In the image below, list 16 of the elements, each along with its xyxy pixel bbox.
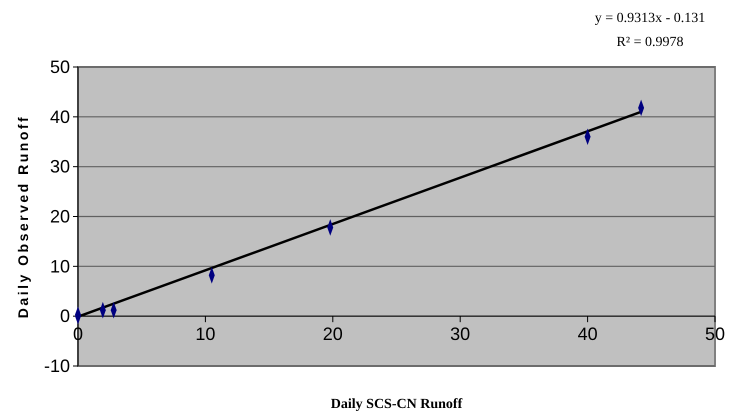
x-tick-label: 20 bbox=[322, 324, 343, 344]
x-tick-label: 50 bbox=[704, 324, 726, 344]
x-tick-label: 40 bbox=[578, 324, 598, 344]
text: y = 0.9313x - 0.131 bbox=[594, 11, 706, 26]
x-axis-title: Daily SCS-CN Runoff bbox=[330, 397, 463, 412]
y-axis-title: Daily Observed Runoff bbox=[15, 114, 31, 318]
y-tick-label: 40 bbox=[50, 106, 70, 127]
y-tick-label: -10 bbox=[44, 356, 70, 376]
x-tick-label: 10 bbox=[195, 324, 216, 344]
text: R² = 0.9978 bbox=[616, 35, 684, 50]
y-tick-label: 30 bbox=[50, 156, 70, 177]
y-tick-label: 10 bbox=[50, 256, 70, 276]
y-tick-label: 20 bbox=[50, 206, 70, 226]
y-tick-label: 0 bbox=[60, 306, 70, 326]
y-tick-label: 50 bbox=[50, 57, 70, 77]
x-tick-label: 30 bbox=[450, 324, 470, 344]
